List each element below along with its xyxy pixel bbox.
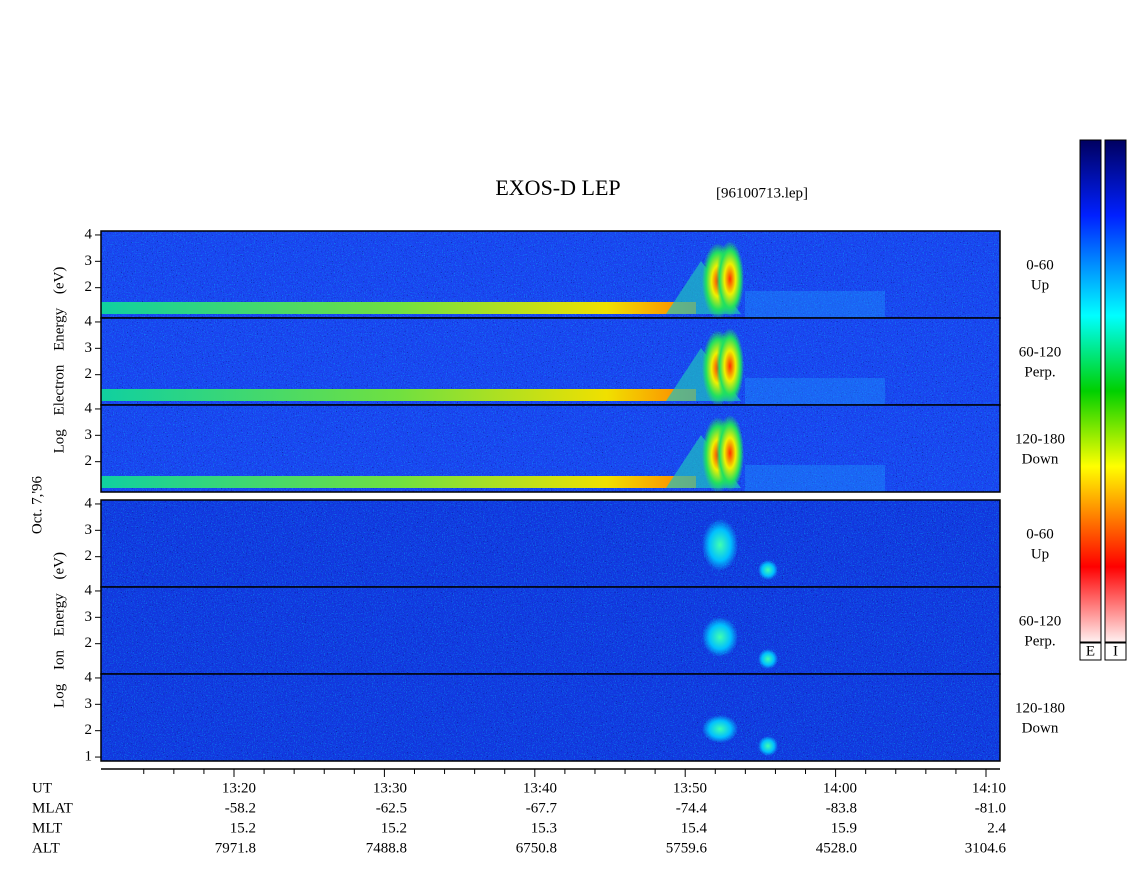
orbit-value: 7488.8 (366, 840, 407, 856)
y-tick-label: 3 (85, 427, 93, 443)
y-tick-label: 4 (85, 400, 93, 416)
orbit-value: 13:50 (673, 780, 707, 796)
date: Oct. 7,'96 (29, 475, 45, 534)
panel-dark-noise (101, 500, 1000, 587)
burst (716, 415, 744, 491)
time-axis: UT MLAT MLT ALT 13:20 -58.2 15.2 7971.8 13:30 -62… (32, 768, 1007, 856)
y-tick-label: 4 (85, 495, 93, 511)
panel-dark-noise (101, 587, 1000, 674)
orbit-value: -67.7 (526, 800, 558, 816)
y-tick-label: 2 (85, 635, 93, 651)
colorbar (1104, 139, 1127, 643)
row-label: UT (32, 780, 52, 796)
y-tick-label: 4 (85, 669, 93, 685)
colorbar-label-box (1079, 642, 1102, 661)
pitch-angle: 0-60 (1026, 257, 1054, 273)
y-tick-label: 1 (85, 748, 93, 764)
y-tick-label: 3 (85, 522, 93, 538)
panel-frame (100, 673, 1001, 762)
orbit-value: 13:30 (373, 780, 407, 796)
ion-burst (702, 617, 738, 657)
y-tick-label: 3 (85, 340, 93, 356)
pitch-angle: 0-60 (1026, 526, 1054, 542)
ion-axis-label: Log Ion Energy (eV) (51, 552, 67, 708)
orbit-value: 5759.6 (666, 840, 708, 856)
ion-burst (702, 519, 738, 571)
ion-burst (702, 715, 738, 743)
pitch-angle: 120-180 (1015, 431, 1065, 447)
orbit-value: -74.4 (676, 800, 708, 816)
y-tick-label: 2 (85, 366, 93, 382)
orbit-value: 7971.8 (215, 840, 256, 856)
panel-frame (100, 404, 1001, 493)
colorbar (1079, 139, 1102, 643)
pitch-angle: 120-180 (1015, 700, 1065, 716)
y-tick-label: 4 (85, 226, 93, 242)
pitch-angle: 60-120 (1019, 613, 1062, 629)
orbit-value: 4528.0 (816, 840, 857, 856)
orbit-value: -83.8 (826, 800, 857, 816)
direction: Down (1022, 451, 1059, 467)
orbit-value: -62.5 (376, 800, 407, 816)
direction: Up (1031, 277, 1049, 293)
direction: Up (1031, 546, 1049, 562)
orbit-value: 6750.8 (516, 840, 557, 856)
title: EXOS-D LEP (495, 175, 620, 200)
file-name: [96100713.lep] (716, 185, 808, 201)
orbit-value: 15.9 (831, 820, 857, 836)
direction: Perp. (1024, 633, 1055, 649)
colorbar-label: I (1113, 643, 1118, 659)
y-tick-label: 4 (85, 313, 93, 329)
row-label: MLAT (32, 800, 73, 816)
orbit-value: 3104.6 (965, 840, 1007, 856)
ion-burst (758, 560, 778, 580)
direction: Perp. (1024, 364, 1055, 380)
y-tick-label: 4 (85, 582, 93, 598)
y-tick-label: 2 (85, 722, 93, 738)
low-energy-band (101, 476, 696, 488)
colorbar-label: E (1086, 643, 1095, 659)
orbit-value: 15.3 (531, 820, 557, 836)
orbit-value: 15.2 (381, 820, 407, 836)
orbit-value: 14:10 (972, 780, 1006, 796)
orbit-value: -58.2 (225, 800, 256, 816)
direction: Down (1022, 720, 1059, 736)
colorbar-label-box (1104, 642, 1127, 661)
row-label: ALT (32, 840, 60, 856)
low-energy-band (101, 302, 696, 314)
y-tick-label: 3 (85, 253, 93, 269)
y-tick-label: 3 (85, 696, 93, 712)
orbit-value: 13:40 (523, 780, 557, 796)
ion-burst (758, 736, 778, 756)
orbit-value: 13:20 (222, 780, 256, 796)
y-tick-label: 2 (85, 453, 93, 469)
y-tick-label: 2 (85, 548, 93, 564)
row-label: MLT (32, 820, 62, 836)
orbit-value: 15.4 (681, 820, 708, 836)
orbit-value: 14:00 (823, 780, 857, 796)
low-energy-band (101, 389, 696, 401)
y-tick-label: 3 (85, 609, 93, 625)
panels: 4 3 2 0-60 Up 4 3 2 60-120 Perp. 4 3 2 120-180 Down 4 3 2… (85, 226, 1066, 764)
ion-burst (758, 649, 778, 669)
electron-axis-label: Log Electron Energy (eV) (51, 267, 67, 454)
decay (745, 378, 885, 405)
panel-dark-noise (101, 674, 1000, 761)
orbit-value: 2.4 (987, 820, 1006, 836)
orbit-value: 15.2 (230, 820, 256, 836)
burst (716, 328, 744, 404)
burst (716, 241, 744, 317)
decay (745, 465, 885, 492)
pitch-angle: 60-120 (1019, 344, 1062, 360)
y-tick-label: 2 (85, 279, 93, 295)
orbit-value: -81.0 (975, 800, 1006, 816)
decay (745, 291, 885, 318)
